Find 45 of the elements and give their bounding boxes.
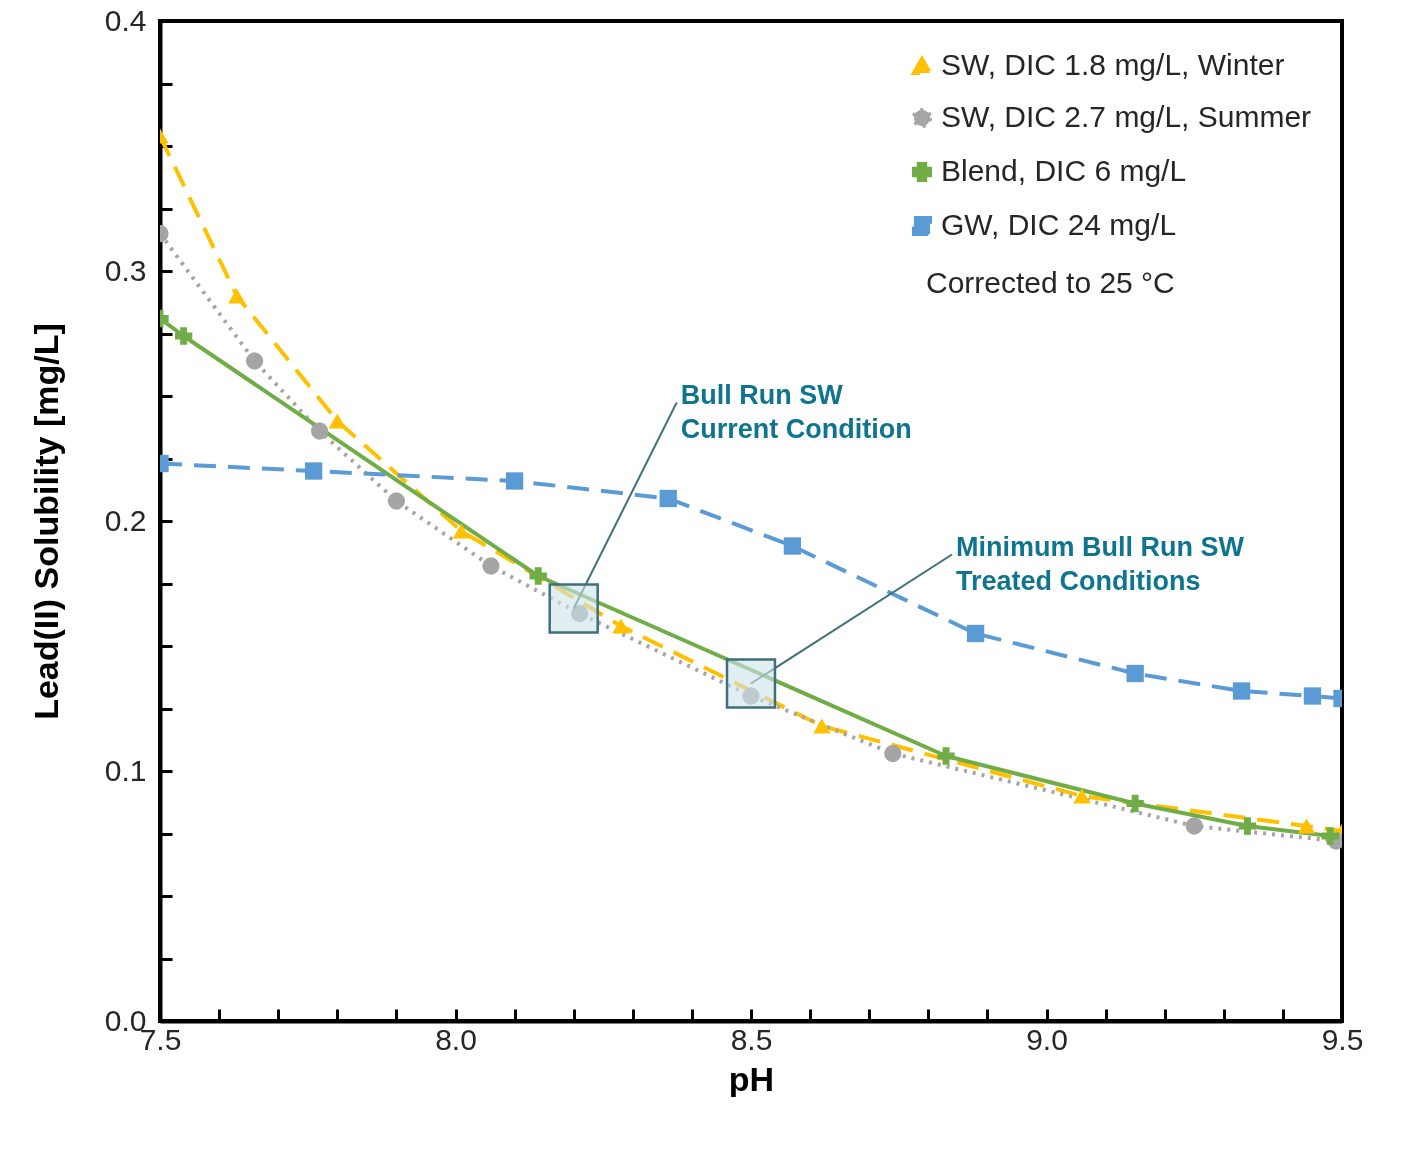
- point: [529, 567, 547, 585]
- point: [1321, 827, 1339, 845]
- x-axis-title: pH: [728, 1059, 775, 1098]
- legend-label: Blend, DIC 6 mg/L: [941, 154, 1187, 187]
- point: [505, 472, 524, 490]
- y-tick-label: 0.4: [104, 3, 147, 37]
- point: [966, 624, 985, 643]
- point: [813, 718, 831, 734]
- point: [482, 557, 500, 575]
- point: [1297, 818, 1316, 834]
- point: [1073, 788, 1091, 804]
- point: [884, 744, 902, 763]
- point: [328, 413, 346, 429]
- point: [310, 422, 329, 440]
- point: [783, 537, 802, 555]
- annotation: Minimum Bull Run SW Treated Conditions: [956, 531, 1245, 596]
- legend-label: SW, DIC 1.8 mg/L, Winter: [941, 48, 1285, 81]
- y-tick-label: 0.1: [104, 753, 147, 787]
- y-tick-label: 0.3: [104, 253, 147, 287]
- point: [1185, 817, 1203, 835]
- annotation: Corrected to 25 °C: [926, 266, 1175, 299]
- annotation: Bull Run SW Current Condition: [680, 379, 912, 444]
- legend-label: SW, DIC 2.7 mg/L, Summer: [941, 100, 1312, 133]
- y-tick-label: 0.2: [104, 503, 147, 537]
- point: [245, 352, 264, 370]
- point: [937, 747, 955, 765]
- point: [452, 523, 471, 539]
- point: [1126, 664, 1144, 683]
- x-tick-label: 9.5: [1321, 1022, 1364, 1056]
- y-axis-title: Lead(II) Solubility [mg/L]: [26, 323, 65, 720]
- point: [1303, 687, 1322, 705]
- point: [742, 687, 760, 705]
- point: [387, 492, 406, 510]
- point: [1238, 817, 1257, 835]
- x-tick-label: 8.5: [730, 1022, 773, 1056]
- point: [1126, 794, 1144, 813]
- point: [1232, 682, 1251, 700]
- x-tick-label: 8.0: [435, 1022, 477, 1056]
- legend-label: GW, DIC 24 mg/L: [941, 208, 1177, 241]
- point: [228, 288, 246, 304]
- point: [174, 327, 193, 345]
- point: [659, 489, 677, 508]
- point: [612, 618, 630, 634]
- x-tick-label: 9.0: [1026, 1022, 1068, 1056]
- point: [305, 462, 323, 480]
